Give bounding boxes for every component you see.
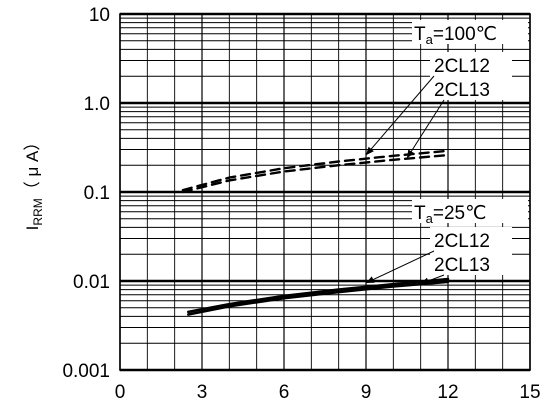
plot-frame [119,13,531,371]
annotation-leader-line [365,250,435,284]
x-tick-label: 15 [519,382,540,403]
x-tick-label: 3 [197,382,208,403]
annotation-label-2cl13-ta100: 2CL13 [434,80,490,101]
x-tick-label: 0 [115,382,126,403]
annotation-label-bg [430,251,512,275]
annotation-label-2cl12-ta25: 2CL12 [434,231,490,252]
annotation-leader-line [365,75,435,156]
series-line-2cl13-ta25 [187,280,450,316]
series-line-2cl13-ta100 [181,153,450,194]
annotation-label-bg [430,76,512,100]
x-tick-label: 12 [437,382,458,403]
y-tick-label: 0.1 [84,183,110,204]
annotation-arrowhead [407,149,415,159]
annotation-arrowhead [366,276,375,283]
y-axis-label: IRRM（ μ A） [23,134,45,231]
annotation-title-bg [412,20,528,44]
annotation-title-bg [412,199,528,223]
annotation-arrowhead [366,146,374,156]
x-tick-label: 9 [361,382,372,403]
axis-layer: 0 3 6 9 12 15 0.001 0.01 0.1 1.0 10 IRRM（ μ A） [23,5,541,403]
annotation-title-ta25: Ta=25℃ [414,203,486,226]
y-tick-label: 0.01 [73,272,110,293]
series-line-2cl12-ta25 [187,277,450,314]
y-tick-label: 10 [89,5,110,26]
annotation-label-bg [430,227,512,251]
grid-layer [119,12,531,372]
annotation-label-2cl12-ta100: 2CL12 [434,56,490,77]
series-layer [181,149,450,316]
x-tick-label: 6 [279,382,290,403]
annotation-label-bg [430,52,512,76]
y-tick-label: 0.001 [62,361,110,382]
series-line-2cl12-ta100 [181,149,450,192]
annotation-leader-line [406,99,445,159]
annotation-title-ta100: Ta=100℃ [414,24,497,47]
annotation-arrowhead [420,277,430,285]
annotation-layer: Ta=100℃ 2CL12 2CL13 Ta=25℃ 2CL12 2CL13 [365,20,528,285]
y-tick-label: 1.0 [84,94,110,115]
annotation-label-2cl13-ta25: 2CL13 [434,255,490,276]
